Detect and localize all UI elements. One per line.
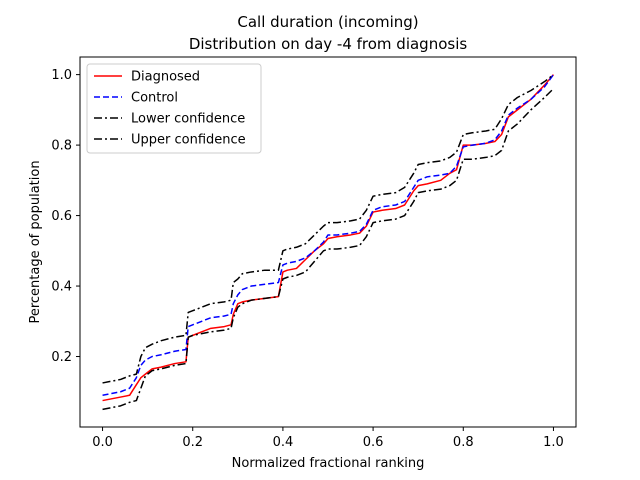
legend-box xyxy=(86,63,262,154)
x-tick-label: 0.4 xyxy=(273,435,294,450)
chart-subtitle: Distribution on day -4 from diagnosis xyxy=(189,35,468,53)
legend-label: Lower confidence xyxy=(131,112,245,127)
y-tick-label: 0.4 xyxy=(51,280,72,295)
x-tick-label: 1.0 xyxy=(543,435,564,450)
x-tick-label: 0.8 xyxy=(453,435,474,450)
series-layer xyxy=(102,74,555,411)
legend-label: Upper confidence xyxy=(131,133,246,148)
series-line-control xyxy=(102,74,555,397)
legend-label: Diagnosed xyxy=(131,70,200,85)
legend: Diagnosed Control Lower confidence Upper co… xyxy=(86,63,262,154)
y-tick-label: 0.8 xyxy=(51,139,72,154)
chart-title: Call duration (incoming) xyxy=(237,13,418,31)
x-tick-label: 0.2 xyxy=(182,435,203,450)
y-axis-label: Percentage of population xyxy=(28,160,43,323)
series-line-lower-confidence xyxy=(102,88,554,411)
y-tick-label: 0.2 xyxy=(51,350,72,365)
x-axis-ticks: 0.0 0.2 0.4 0.6 0.8 1.0 xyxy=(92,427,564,450)
series-line-upper-confidence xyxy=(102,74,554,384)
legend-label: Control xyxy=(131,91,178,106)
x-axis-label: Normalized fractional ranking xyxy=(232,456,425,471)
x-tick-label: 0.6 xyxy=(363,435,384,450)
plot-frame xyxy=(79,56,577,428)
y-axis-ticks: 0.2 0.4 0.6 0.8 1.0 xyxy=(51,68,80,365)
y-tick-label: 0.6 xyxy=(51,209,72,224)
x-tick-label: 0.0 xyxy=(92,435,113,450)
y-tick-label: 1.0 xyxy=(51,68,72,83)
